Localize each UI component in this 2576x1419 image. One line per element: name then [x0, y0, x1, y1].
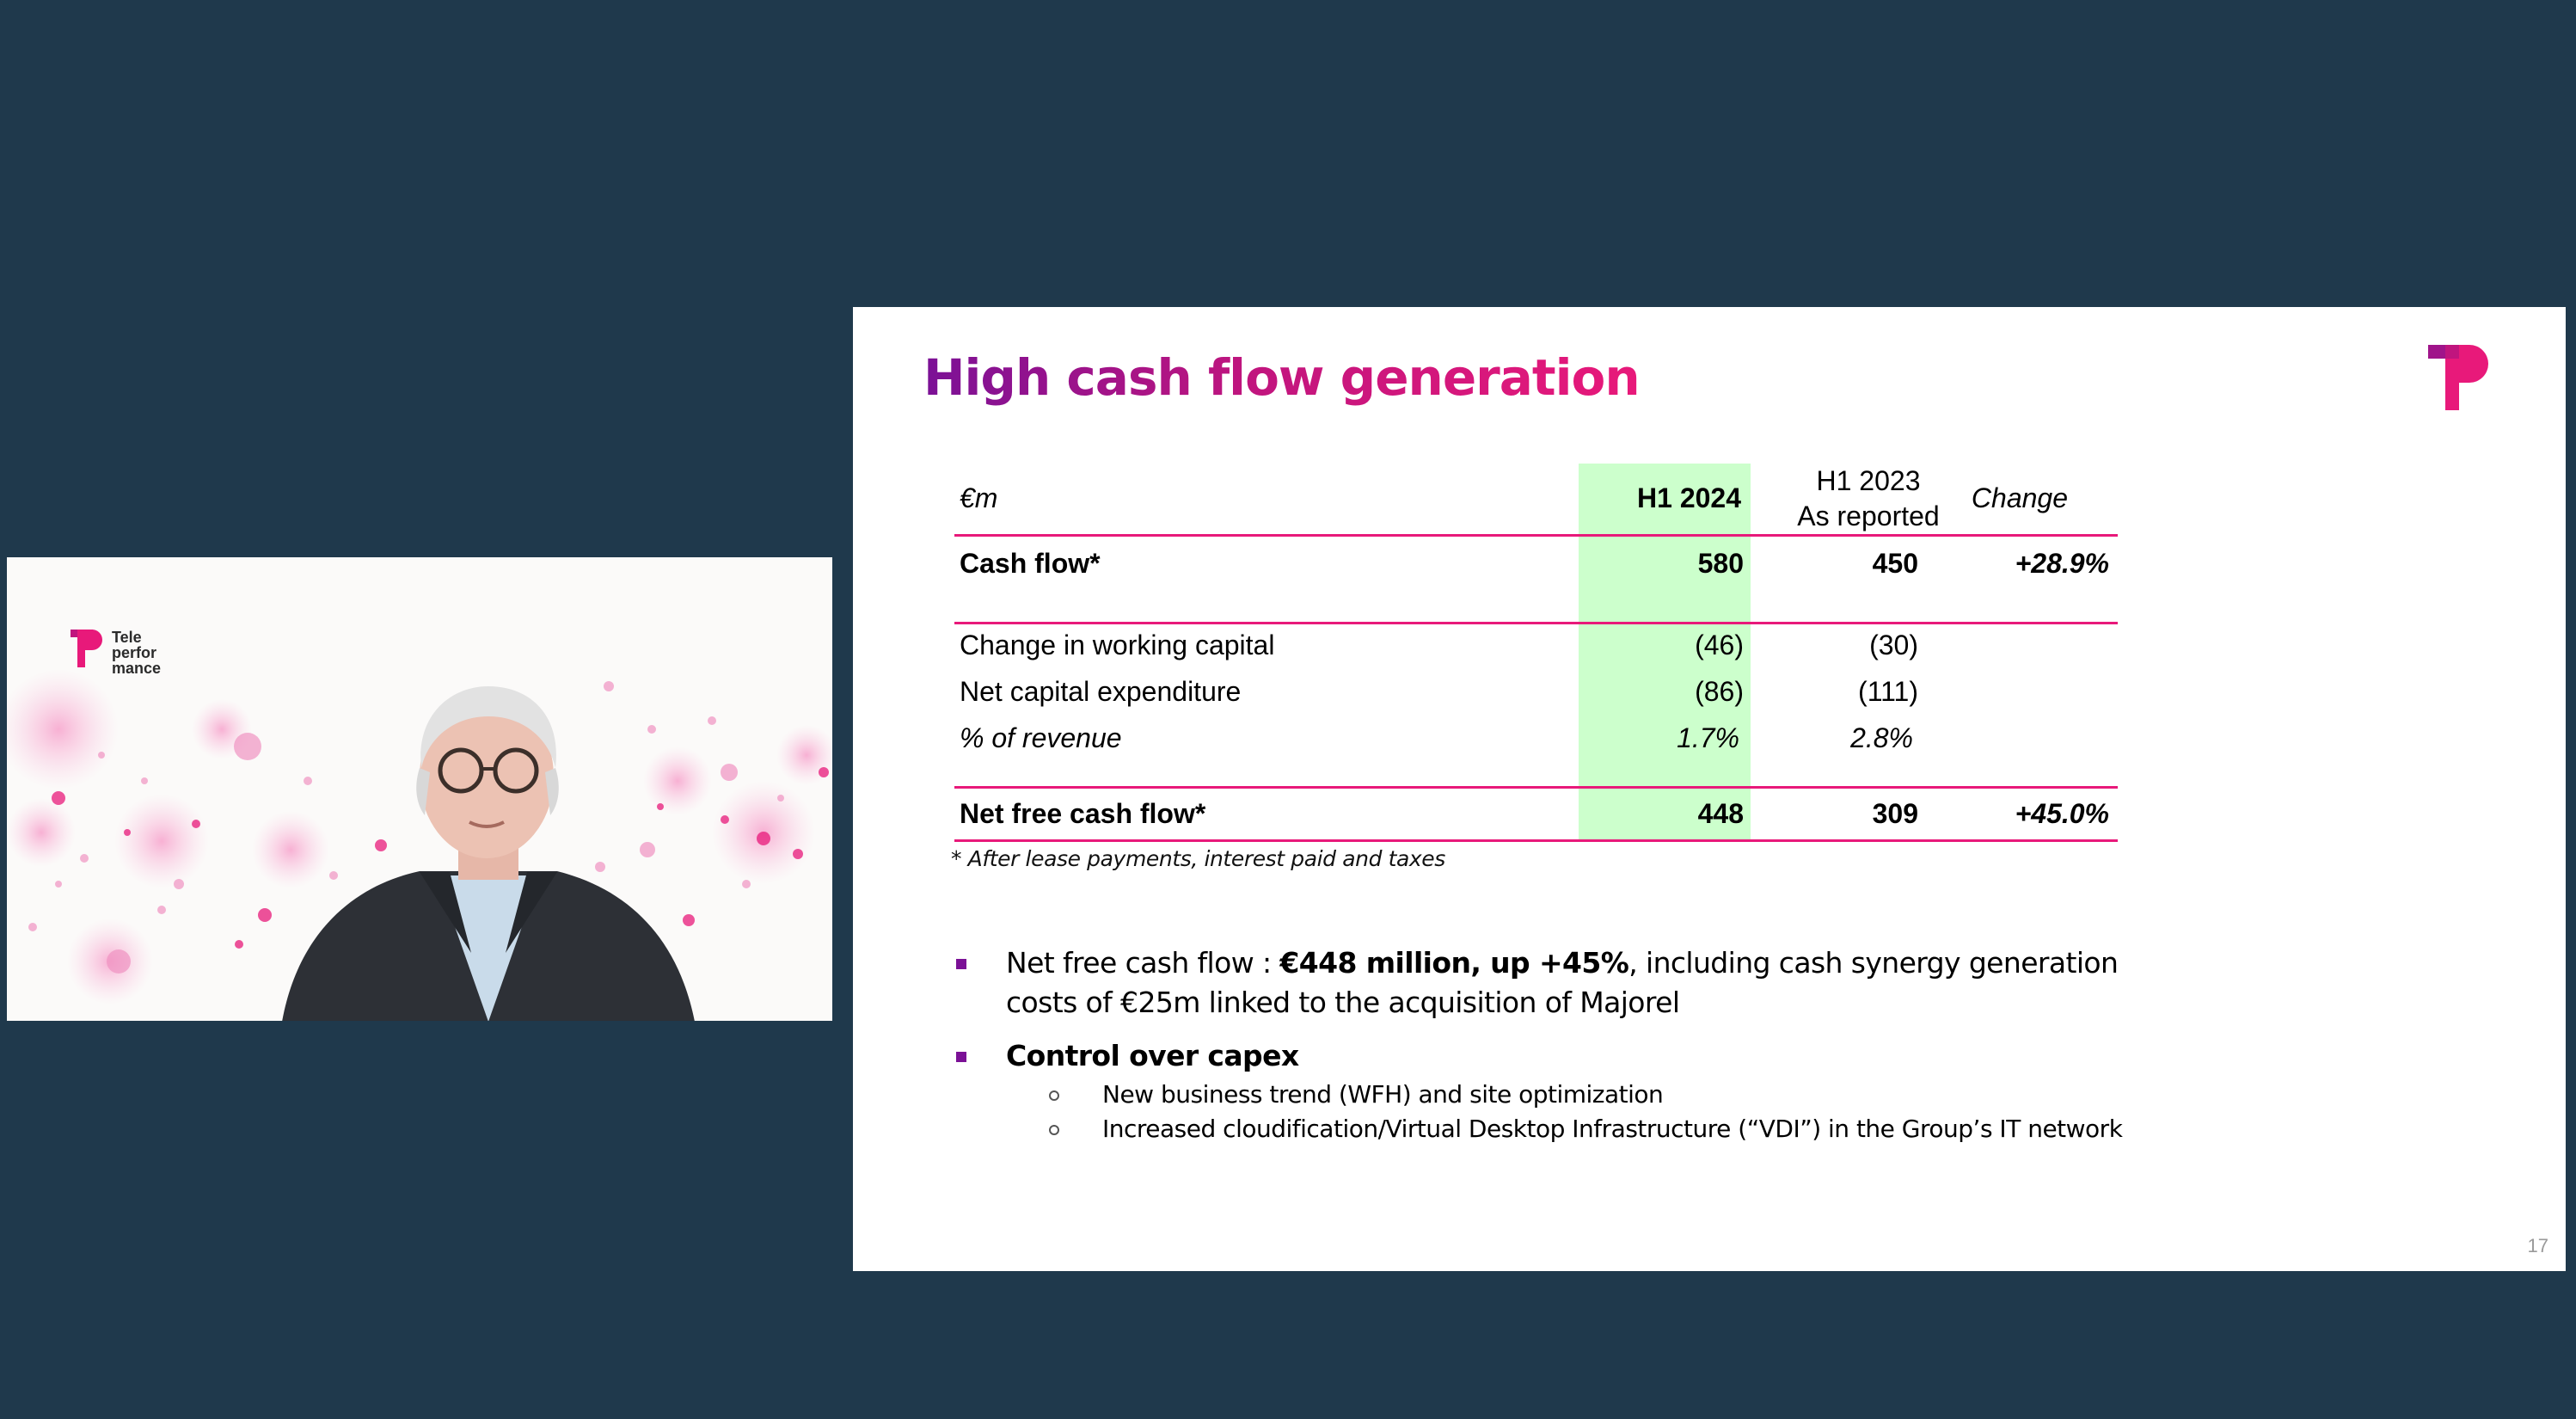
header-h1-2023-line2: As reported: [1797, 501, 1940, 531]
row-h1-2023: 2.8%: [1850, 722, 1913, 753]
row-h1-2023: (30): [1869, 630, 1918, 660]
row-h1-2023: (111): [1858, 676, 1918, 707]
sub-bullet-text: Increased cloudification/Virtual Desktop…: [1102, 1115, 2123, 1143]
slide-page-number: 17: [2527, 1235, 2548, 1256]
logo-wordmark: Tele perfor mance: [112, 629, 162, 677]
table-rule: [954, 534, 2118, 537]
sub-bullet-item: New business trend (WFH) and site optimi…: [954, 1078, 2158, 1112]
row-h1-2023: 450: [1872, 548, 1918, 579]
row-h1-2023: 309: [1872, 798, 1918, 829]
header-change: Change: [1971, 482, 2068, 513]
bullet-item: Control over capex: [954, 1036, 2158, 1076]
header-h1-2023: H1 2023 As reported: [1791, 464, 1946, 534]
h1-2024-column-highlight: [1579, 464, 1751, 842]
bullet-item: Net free cash flow : €448 million, up +4…: [954, 943, 2158, 1023]
row-label: % of revenue: [960, 722, 1122, 753]
sub-bullet-list: New business trend (WFH) and site optimi…: [954, 1078, 2158, 1146]
row-label: Net free cash flow*: [960, 798, 1206, 829]
row-label: Change in working capital: [960, 630, 1275, 660]
bullet-suffix: , including cash synergy generation cost…: [1006, 946, 2119, 1019]
sub-bullet-item: Increased cloudification/Virtual Desktop…: [954, 1112, 2158, 1146]
bullet-emphasis: €448 million, up +45%: [1279, 946, 1629, 980]
table-rule: [954, 839, 2118, 842]
table-footnote: * After lease payments, interest paid an…: [951, 846, 1445, 871]
row-h1-2024: (46): [1695, 630, 1744, 660]
slide-title: High cash flow generation: [923, 348, 1641, 407]
sub-bullet-text: New business trend (WFH) and site optimi…: [1102, 1080, 1664, 1109]
row-label: Cash flow*: [960, 548, 1101, 579]
bullet-list: Net free cash flow : €448 million, up +4…: [954, 943, 2158, 1146]
header-h1-2024: H1 2024: [1637, 482, 1741, 513]
bullet-square-icon: [956, 959, 966, 969]
table-rule: [954, 622, 2118, 624]
bokeh-background: [7, 669, 832, 1004]
row-change: +45.0%: [2015, 798, 2109, 829]
row-label: Net capital expenditure: [960, 676, 1242, 707]
circle-bullet-icon: [1049, 1125, 1059, 1135]
bullet-square-icon: [956, 1052, 966, 1062]
teleperformance-logo: Tele perfor mance: [69, 626, 161, 676]
presentation-slide: High cash flow generation €m H1 2024 H1 …: [853, 307, 2566, 1271]
bullet-prefix: Net free cash flow :: [1006, 946, 1280, 980]
bullet-emphasis: Control over capex: [1006, 1039, 1299, 1072]
row-change: +28.9%: [2015, 548, 2109, 579]
row-h1-2024: 448: [1697, 798, 1744, 829]
header-unit: €m: [960, 482, 998, 513]
row-h1-2024: (86): [1695, 676, 1744, 707]
tp-logo-icon: [2428, 345, 2488, 410]
table-header-row: €m H1 2024 H1 2023 As reported Change: [954, 464, 2118, 534]
header-h1-2023-line1: H1 2023: [1816, 465, 1921, 496]
circle-bullet-icon: [1049, 1090, 1059, 1101]
presenter-figure: [282, 686, 695, 1021]
row-h1-2024: 1.7%: [1677, 722, 1739, 753]
tp-logo-icon: [71, 630, 102, 667]
table-rule: [954, 786, 2118, 789]
presenter-video: Tele perfor mance: [7, 557, 832, 1021]
row-h1-2024: 580: [1697, 548, 1744, 579]
